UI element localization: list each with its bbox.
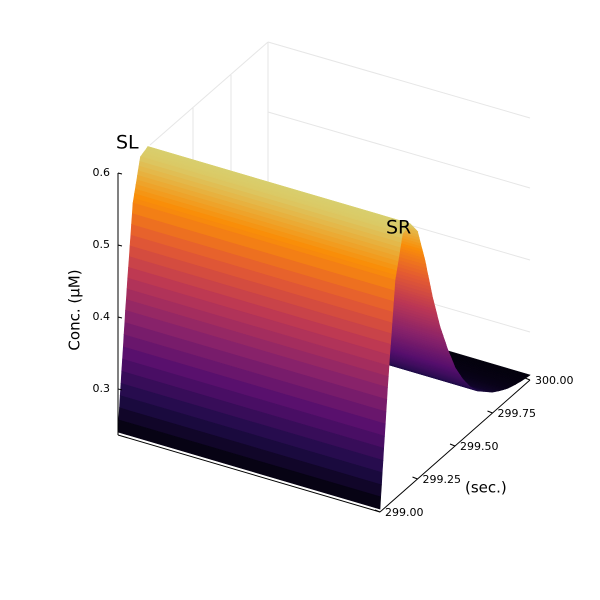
- z-tick-label: 0.5: [93, 238, 111, 251]
- wall-edge: [267, 41, 531, 119]
- x-tick: [412, 476, 418, 480]
- surface: [117, 146, 531, 510]
- z-tick: [117, 388, 123, 391]
- annotation: SL: [116, 132, 139, 154]
- x-tick-label: 299.75: [498, 407, 537, 420]
- x-tick-label: 299.00: [385, 506, 424, 519]
- x-tick: [487, 410, 493, 414]
- x-tick: [524, 377, 531, 381]
- x-axis-title: (sec.): [465, 479, 507, 497]
- space-axis: [117, 434, 381, 513]
- x-tick-label: 299.25: [423, 473, 462, 486]
- z-tick-label: 0.3: [93, 382, 111, 395]
- wall-edge: [149, 41, 269, 146]
- x-tick: [374, 509, 381, 513]
- x-tick: [449, 443, 456, 447]
- z-tick: [117, 244, 123, 247]
- annotation: SR: [386, 217, 411, 239]
- z-tick: [117, 316, 123, 319]
- z-tick-label: 0.6: [93, 166, 111, 179]
- z-axis-title: Conc. (µM): [66, 269, 84, 350]
- x-tick-label: 299.50: [460, 440, 499, 453]
- x-tick-label: 300.00: [535, 374, 574, 387]
- z-tick-label: 0.4: [93, 310, 111, 323]
- z-tick: [117, 172, 123, 175]
- wall-edge: [267, 111, 531, 189]
